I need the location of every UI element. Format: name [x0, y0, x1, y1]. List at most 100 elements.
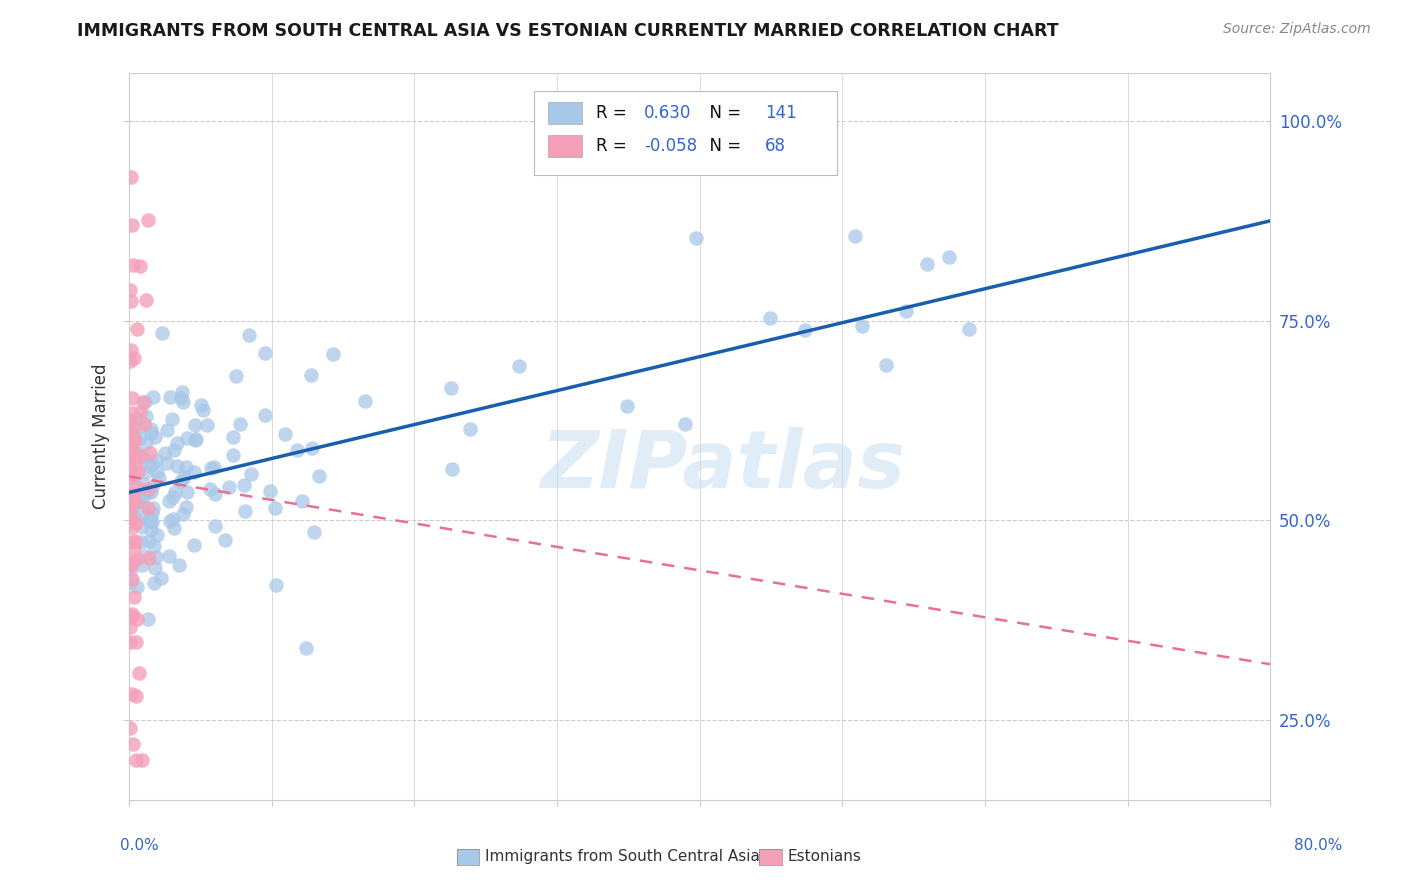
Point — [135, 465, 157, 479]
Point — [120, 486, 142, 500]
Point — [120, 496, 142, 510]
Point — [121, 554, 143, 568]
Point — [121, 449, 143, 463]
Text: R =: R = — [596, 136, 631, 154]
Point — [616, 399, 638, 413]
Point — [150, 571, 173, 585]
Point — [118, 413, 141, 427]
Point — [138, 551, 160, 566]
Point — [174, 500, 197, 514]
Text: 0.630: 0.630 — [644, 104, 692, 122]
Point — [118, 620, 141, 634]
Point — [173, 470, 195, 484]
Point — [146, 527, 169, 541]
Point — [132, 417, 155, 431]
Point — [129, 487, 152, 501]
Point — [127, 420, 149, 434]
Point — [131, 520, 153, 534]
Point — [136, 612, 159, 626]
Text: IMMIGRANTS FROM SOUTH CENTRAL ASIA VS ESTONIAN CURRENTLY MARRIED CORRELATION CHA: IMMIGRANTS FROM SOUTH CENTRAL ASIA VS ES… — [77, 22, 1059, 40]
Point — [120, 562, 142, 576]
Point — [232, 478, 254, 492]
Point — [135, 435, 157, 450]
Point — [136, 508, 159, 523]
Point — [176, 484, 198, 499]
Point — [166, 436, 188, 450]
Point — [301, 441, 323, 455]
Point — [120, 557, 142, 571]
Point — [141, 516, 163, 530]
Point — [139, 485, 162, 500]
Point — [124, 590, 146, 604]
Point — [139, 425, 162, 440]
Point — [159, 514, 181, 528]
Point — [138, 514, 160, 528]
Point — [225, 368, 247, 383]
Point — [200, 483, 222, 497]
Point — [160, 411, 183, 425]
Point — [135, 293, 157, 307]
Point — [172, 507, 194, 521]
Point — [120, 574, 142, 589]
Text: Estonians: Estonians — [787, 849, 862, 863]
Text: 68: 68 — [765, 136, 786, 154]
Point — [157, 549, 180, 563]
Point — [136, 484, 159, 499]
Point — [172, 395, 194, 409]
Text: 0.0%: 0.0% — [120, 838, 159, 854]
Point — [264, 577, 287, 591]
Point — [915, 257, 938, 271]
Point — [138, 512, 160, 526]
Point — [145, 453, 167, 467]
Point — [121, 391, 143, 405]
Point — [145, 466, 167, 480]
Point — [129, 450, 152, 464]
Point — [121, 218, 143, 232]
Point — [131, 558, 153, 573]
Point — [127, 494, 149, 508]
Point — [125, 516, 148, 530]
Point — [150, 326, 173, 340]
Point — [124, 351, 146, 365]
Point — [128, 404, 150, 418]
Point — [122, 494, 145, 508]
Point — [131, 753, 153, 767]
FancyBboxPatch shape — [534, 91, 837, 175]
Point — [132, 477, 155, 491]
Point — [142, 539, 165, 553]
Point — [294, 640, 316, 655]
Point — [145, 430, 167, 444]
Point — [200, 461, 222, 475]
Bar — [548, 135, 582, 157]
Point — [183, 465, 205, 479]
Point — [121, 608, 143, 623]
Point — [125, 322, 148, 336]
Point — [120, 457, 142, 471]
Point — [274, 426, 297, 441]
Text: -0.058: -0.058 — [644, 136, 697, 154]
Point — [134, 549, 156, 564]
Point — [122, 490, 145, 504]
Point — [125, 612, 148, 626]
Point — [120, 468, 142, 483]
Point — [124, 493, 146, 508]
Point — [121, 687, 143, 701]
Point — [120, 635, 142, 649]
Point — [122, 737, 145, 751]
Point — [183, 433, 205, 447]
Point — [156, 457, 179, 471]
Point — [229, 417, 252, 431]
Point — [122, 508, 145, 523]
Point — [136, 483, 159, 497]
Point — [894, 303, 917, 318]
Point — [122, 432, 145, 446]
Point — [141, 457, 163, 471]
Text: N =: N = — [699, 104, 747, 122]
Point — [121, 467, 143, 482]
Point — [132, 394, 155, 409]
Point — [122, 420, 145, 434]
Point — [120, 558, 142, 572]
Point — [120, 470, 142, 484]
Point — [204, 487, 226, 501]
Text: 80.0%: 80.0% — [1295, 838, 1343, 854]
